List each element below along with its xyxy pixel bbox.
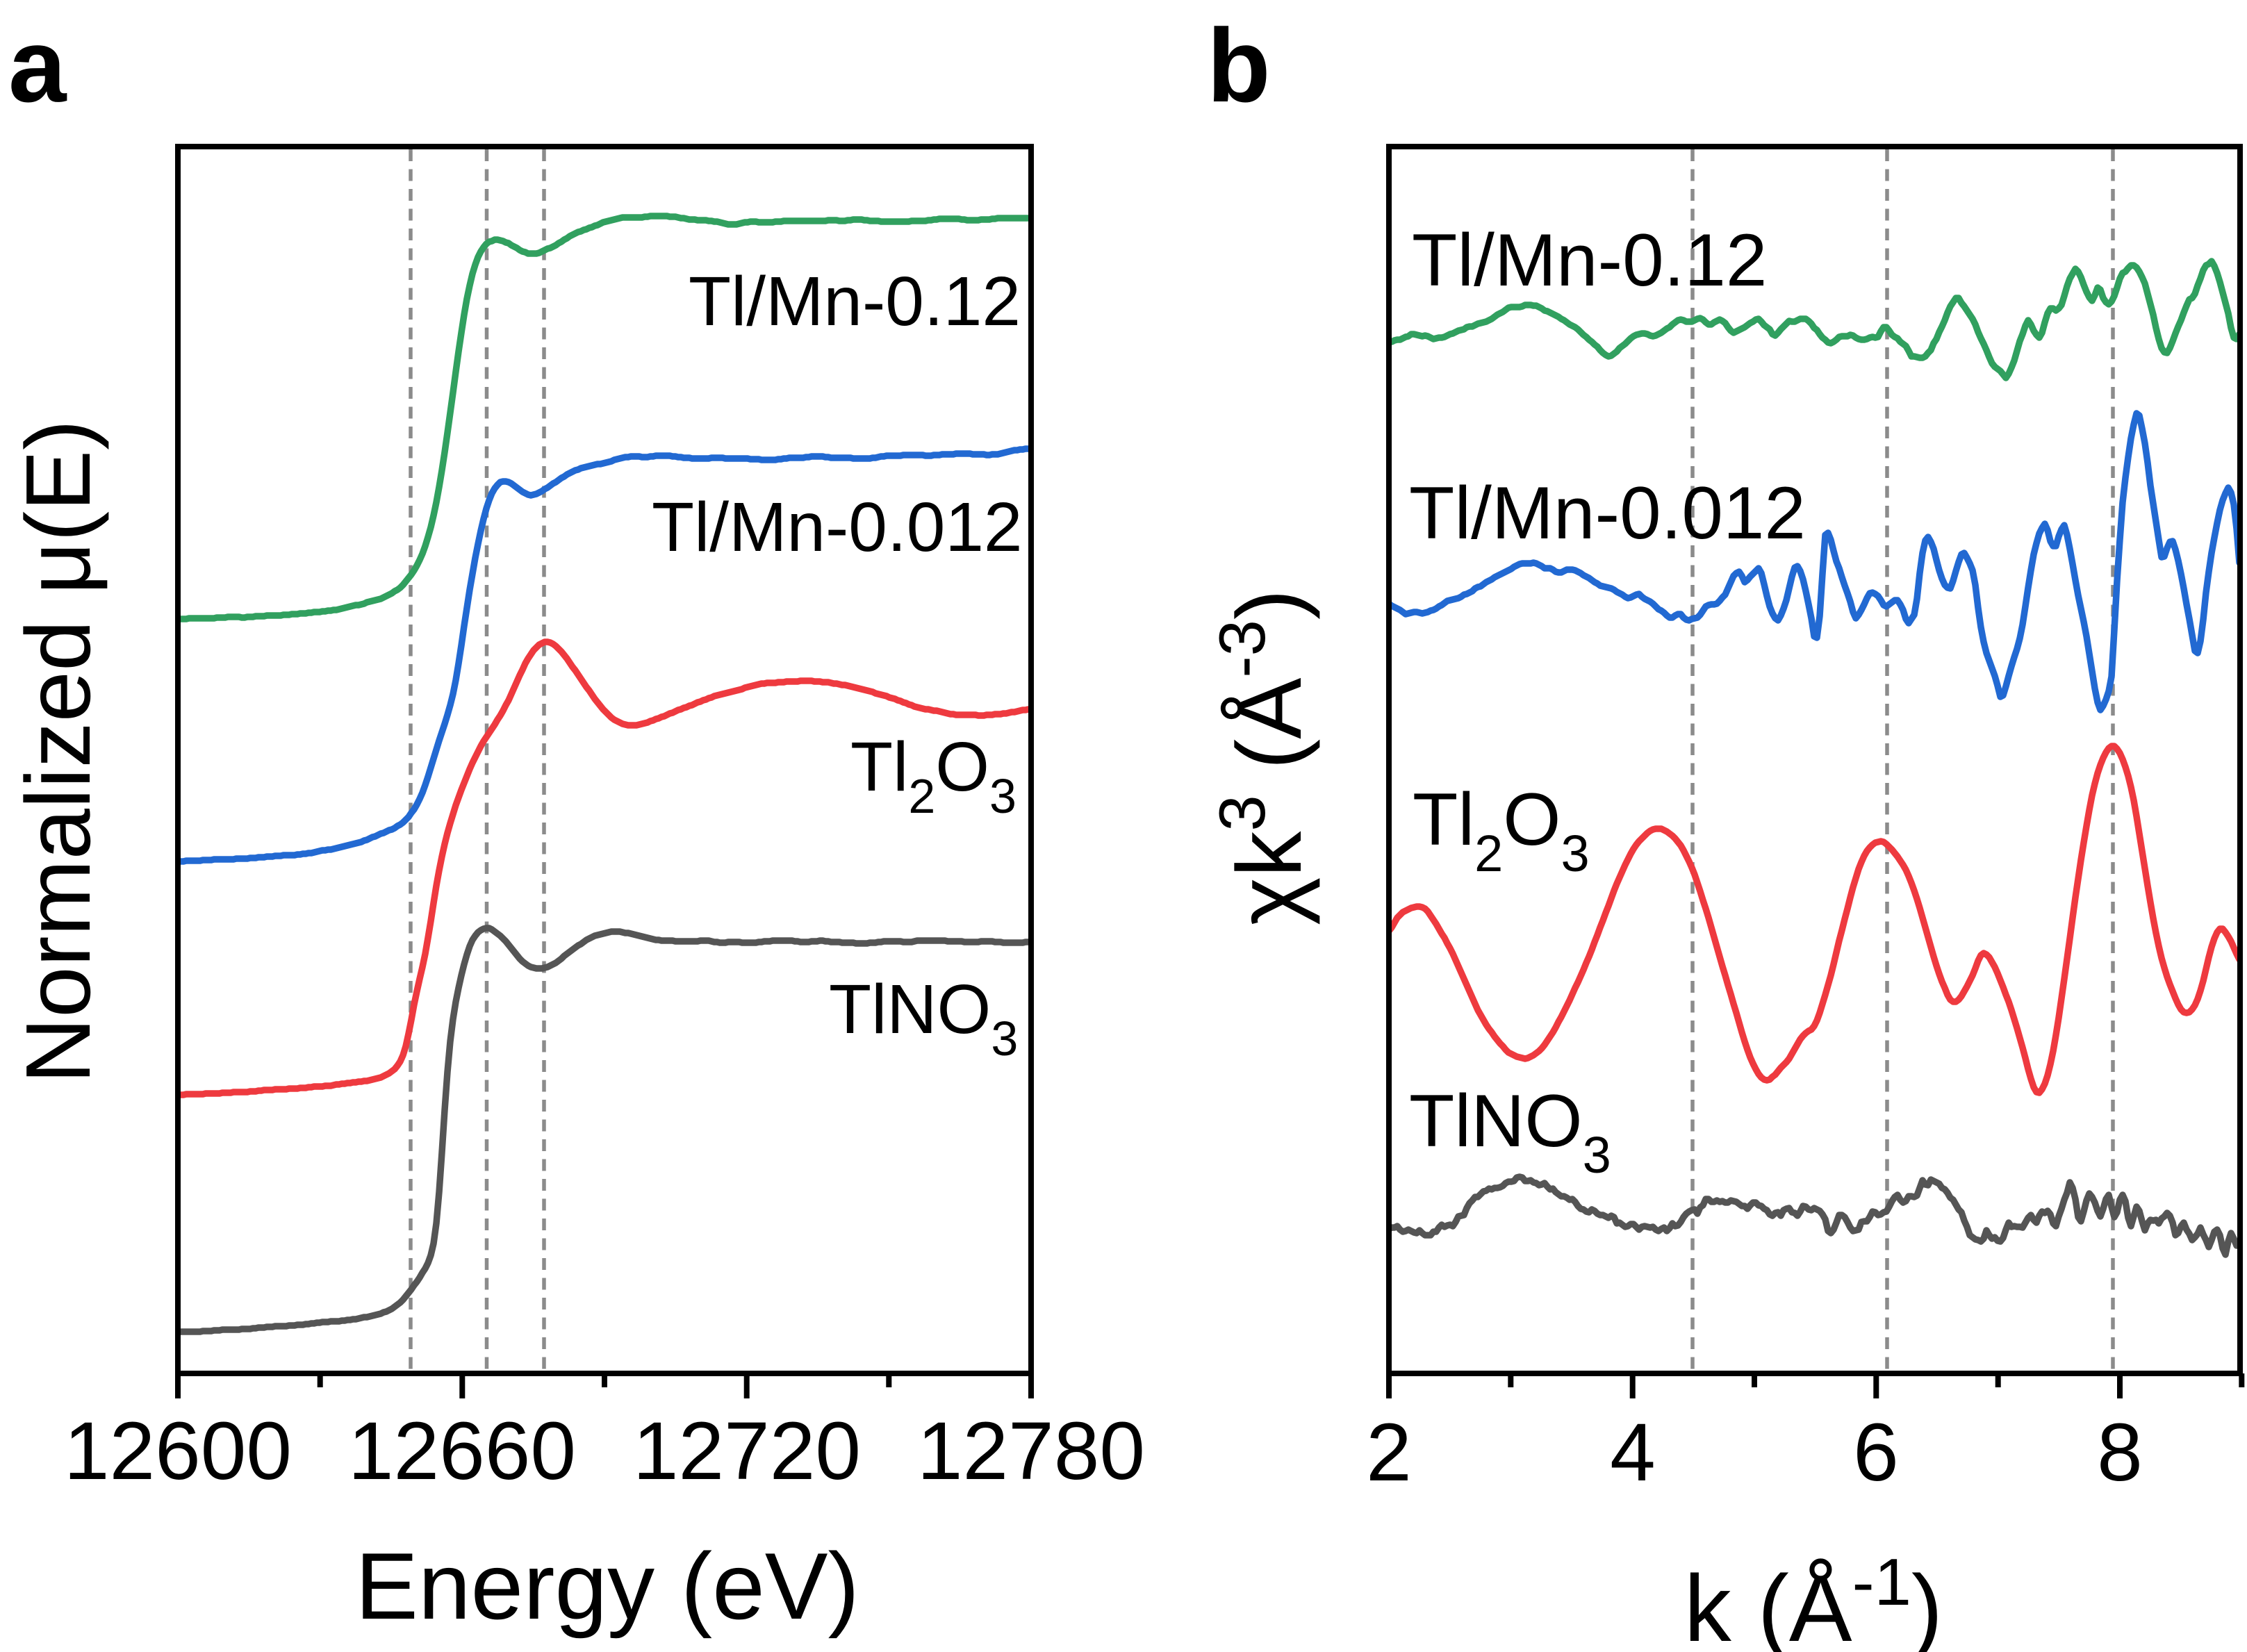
svg-text:12600: 12600 bbox=[64, 1405, 292, 1497]
svg-text:12720: 12720 bbox=[633, 1405, 861, 1497]
svg-text:12780: 12780 bbox=[917, 1405, 1145, 1497]
svg-text:4: 4 bbox=[1610, 1407, 1656, 1498]
svg-text:Tl/Mn-0.12: Tl/Mn-0.12 bbox=[1412, 218, 1767, 302]
svg-text:Tl/Mn-0.012: Tl/Mn-0.012 bbox=[652, 488, 1023, 566]
svg-text:12660: 12660 bbox=[348, 1405, 576, 1497]
svg-text:2: 2 bbox=[1366, 1407, 1412, 1498]
svg-text:Normalized μ(E): Normalized μ(E) bbox=[7, 420, 109, 1084]
svg-text:Tl/Mn-0.12: Tl/Mn-0.12 bbox=[689, 263, 1021, 340]
svg-text:a: a bbox=[8, 7, 67, 124]
svg-text:b: b bbox=[1207, 7, 1271, 124]
svg-text:Energy (eV): Energy (eV) bbox=[355, 1533, 859, 1639]
svg-text:8: 8 bbox=[2097, 1407, 2143, 1498]
svg-text:Tl/Mn-0.012: Tl/Mn-0.012 bbox=[1409, 471, 1806, 554]
svg-text:6: 6 bbox=[1853, 1407, 1899, 1498]
